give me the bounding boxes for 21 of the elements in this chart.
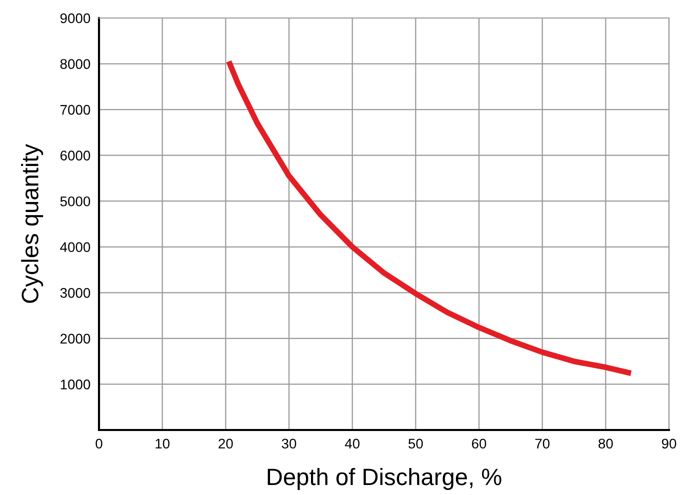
- x-tick-label: 20: [218, 438, 233, 449]
- y-axis-title: Cycles quantity: [21, 144, 44, 303]
- y-tick-label: 8000: [60, 59, 90, 69]
- x-tick-label: 60: [472, 438, 486, 449]
- x-tick-label: 70: [535, 438, 550, 449]
- x-tick-label: 80: [598, 438, 613, 449]
- y-tick-label: 5000: [60, 196, 90, 206]
- x-axis-title: Depth of Discharge, %: [268, 468, 502, 490]
- x-tick-label: 50: [408, 438, 423, 449]
- y-tick-label: 4000: [60, 242, 90, 252]
- y-tick-label: 1000: [60, 380, 90, 390]
- y-tick-label: 6000: [60, 150, 90, 161]
- y-tick-label: 7000: [60, 104, 90, 115]
- y-tick-label: 9000: [60, 13, 90, 24]
- y-tick-label: 3000: [60, 288, 90, 298]
- x-tick-label: 90: [662, 438, 676, 449]
- y-tick-label: 2000: [60, 334, 90, 344]
- x-tick-label: 10: [156, 438, 170, 449]
- x-tick-label: 30: [282, 438, 296, 449]
- x-tick-label: 0: [96, 438, 102, 449]
- x-tick-label: 40: [344, 438, 360, 449]
